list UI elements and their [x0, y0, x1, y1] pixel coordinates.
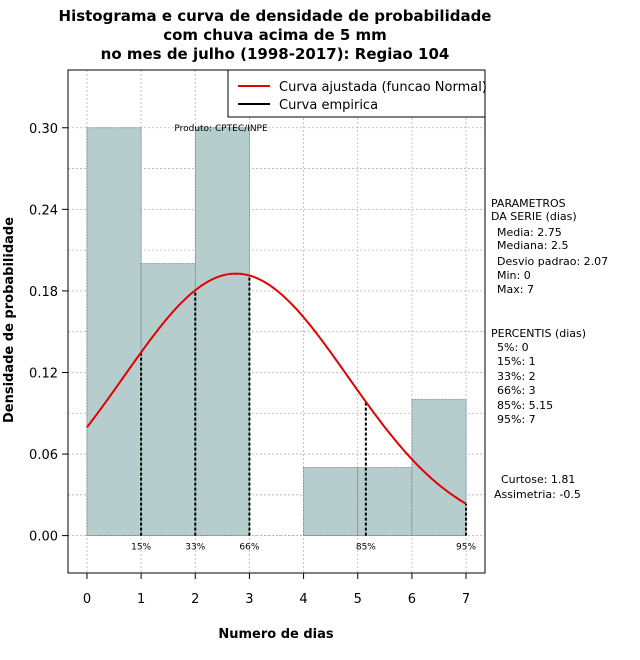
histogram-bar-1 — [140, 263, 196, 536]
param-min: Min: 0 — [497, 269, 531, 282]
chart-title-line-1: Histograma e curva de densidade de proba… — [59, 7, 492, 25]
y-tick-label-0.24: 0.24 — [29, 203, 58, 218]
y-tick-label-0.00: 0.00 — [29, 530, 58, 545]
x-tick-label-1: 1 — [137, 592, 145, 607]
x-tick-label-2: 2 — [191, 592, 199, 607]
percentil-33: 33%: 2 — [497, 370, 536, 383]
percentil-85: 85%: 5.15 — [497, 399, 553, 412]
percentil-66: 66%: 3 — [497, 384, 536, 397]
param-mediana: Mediana: 2.5 — [497, 239, 568, 252]
x-tick-label-6: 6 — [408, 592, 416, 607]
percentile-label-85: 85% — [356, 543, 376, 553]
x-tick-label-3: 3 — [245, 592, 253, 607]
histogram-bar-0 — [86, 127, 142, 536]
histogram-bars — [86, 127, 467, 536]
stat-assimetria: Assimetria: -0.5 — [494, 488, 581, 501]
product-label: Produto: CPTEC/INPE — [174, 124, 268, 134]
legend-label-empirical: Curva empirica — [279, 98, 378, 113]
x-tick-label-7: 7 — [462, 592, 470, 607]
percentil-15: 15%: 1 — [497, 355, 536, 368]
y-axis-label: Densidade de probabilidade — [2, 217, 17, 423]
normal-curve — [86, 272, 467, 505]
axes: 0 1 2 3 4 5 6 7 0.00 0.06 0.12 0.18 0.24 0.30 — [29, 122, 470, 607]
histogram-bar-2 — [194, 127, 250, 536]
percentile-lines: 15% 33% 66% 85% 95% — [131, 275, 476, 553]
stat-curtose: Curtose: 1.81 — [501, 473, 575, 486]
legend-box — [227, 69, 486, 118]
chart-title-line-3: no mes de julho (1998-2017): Regiao 104 — [101, 45, 450, 63]
normal-curve-line — [86, 272, 467, 505]
x-tick-label-4: 4 — [299, 592, 307, 607]
side-panel: PARAMETROS DA SERIE (dias) Media: 2.75 M… — [491, 197, 608, 501]
legend-label-fitted: Curva ajustada (funcao Normal) — [279, 80, 487, 95]
x-axis-label: Numero de dias — [218, 627, 334, 642]
percentil-95: 95%: 7 — [497, 413, 536, 426]
percentis-title: PERCENTIS (dias) — [491, 327, 586, 340]
x-tick-label-0: 0 — [83, 592, 91, 607]
param-max: Max: 7 — [497, 283, 534, 296]
x-tick-label-5: 5 — [354, 592, 362, 607]
chart-title-line-2: com chuva acima de 5 mm — [163, 26, 387, 44]
percentile-label-95: 95% — [456, 543, 476, 553]
percentil-5: 5%: 0 — [497, 341, 529, 354]
histogram-bar-outline-4 — [303, 467, 359, 536]
y-tick-label-0.30: 0.30 — [29, 122, 58, 137]
y-tick-label-0.06: 0.06 — [29, 448, 58, 463]
parametros-title-1: PARAMETROS — [491, 197, 566, 210]
legend: Curva ajustada (funcao Normal) Curva emp… — [227, 69, 487, 118]
percentile-label-15: 15% — [131, 543, 151, 553]
y-tick-label-0.12: 0.12 — [29, 366, 58, 381]
histogram-bar-outline-5 — [357, 467, 413, 536]
param-desvio: Desvio padrao: 2.07 — [497, 255, 608, 268]
param-media: Media: 2.75 — [497, 226, 562, 239]
histogram-bar-outline-6 — [411, 399, 467, 536]
percentile-label-66: 66% — [239, 543, 259, 553]
histogram-bar-6 — [411, 399, 467, 536]
percentile-label-33: 33% — [185, 543, 205, 553]
histogram-bar-4 — [303, 467, 359, 536]
y-tick-label-0.18: 0.18 — [29, 285, 58, 300]
parametros-title-2: DA SERIE (dias) — [491, 210, 577, 223]
